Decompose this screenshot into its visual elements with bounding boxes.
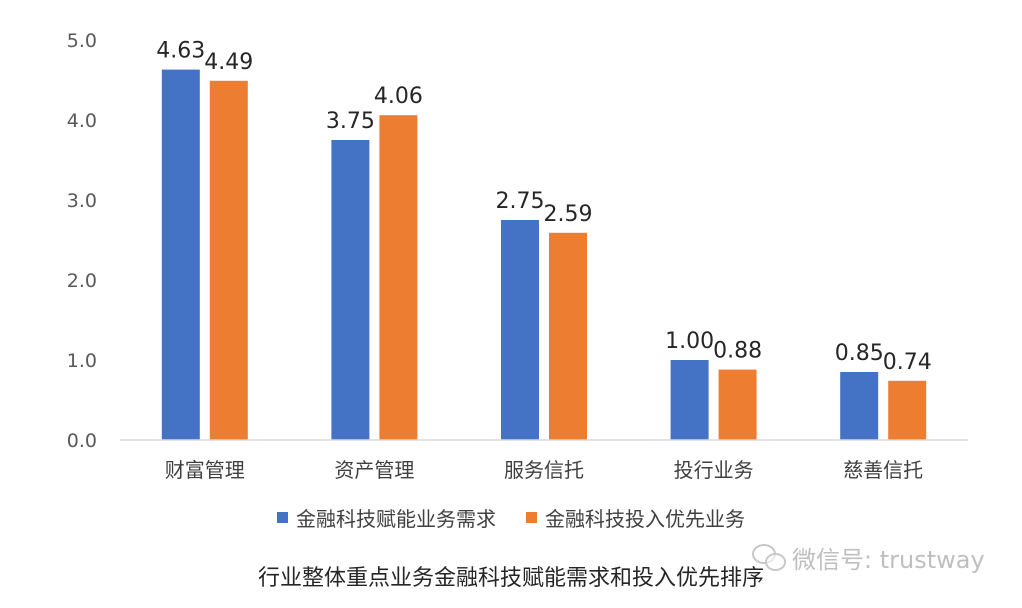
data-label: 4.49 — [204, 50, 253, 75]
legend-swatch-priority — [526, 512, 537, 523]
bar — [209, 80, 248, 441]
data-label: 4.06 — [374, 84, 423, 109]
legend-label-demand: 金融科技赋能业务需求 — [296, 507, 496, 531]
x-axis: 财富管理 资产管理 服务信托 投行业务 慈善信托 — [120, 439, 968, 482]
data-label: 3.75 — [326, 109, 375, 134]
legend-label-priority: 金融科技投入优先业务 — [545, 507, 745, 531]
data-label: 0.88 — [713, 339, 762, 364]
x-tick-label: 财富管理 — [165, 458, 245, 482]
bar — [718, 369, 757, 440]
y-tick-label: 2.0 — [67, 270, 97, 292]
bar — [331, 140, 370, 440]
x-tick-label: 慈善信托 — [843, 458, 923, 482]
watermark-text: 微信号: trustway — [792, 546, 985, 574]
x-tick-label: 资产管理 — [334, 458, 414, 482]
wechat-icon — [752, 543, 786, 572]
legend-item-priority: 金融科技投入优先业务 — [526, 503, 745, 532]
data-label: 0.74 — [883, 350, 932, 375]
bar — [888, 380, 927, 440]
bars — [161, 69, 927, 441]
y-tick-label: 5.0 — [67, 30, 97, 52]
data-labels: 4.63 4.49 3.754.06 2.752.59 1.00 0.88 0.85 0.74 — [156, 39, 931, 375]
bar — [670, 360, 709, 440]
y-axis: 0.0 1.0 2.0 3.0 4.0 5.0 — [67, 30, 97, 452]
bar — [161, 69, 200, 440]
bar-chart: 0.0 1.0 2.0 3.0 4.0 5.0 4.63 4.49 3.754.06 2.752… — [67, 30, 968, 482]
x-tick-label: 投行业务 — [674, 458, 754, 482]
bar — [840, 372, 879, 440]
x-tick-label: 服务信托 — [504, 458, 584, 482]
data-label: 0.85 — [835, 341, 884, 366]
y-tick-label: 1.0 — [67, 350, 97, 372]
data-label: 2.59 — [544, 202, 593, 227]
bar — [379, 115, 418, 440]
legend-item-demand: 金融科技赋能业务需求 — [277, 503, 496, 532]
chart-caption: 行业整体重点业务金融科技赋能需求和投入优先排序 — [257, 566, 764, 591]
bar — [501, 220, 539, 440]
data-label: 4.63 — [156, 39, 205, 64]
watermark: 微信号: trustway — [752, 540, 985, 575]
legend: 金融科技赋能业务需求 金融科技投入优先业务 — [0, 503, 1022, 532]
bar — [549, 232, 587, 440]
y-tick-label: 0.0 — [67, 430, 97, 452]
data-label: 2.75 — [496, 189, 545, 214]
data-label: 1.00 — [665, 329, 714, 354]
y-tick-label: 3.0 — [67, 190, 97, 212]
y-tick-label: 4.0 — [67, 110, 97, 132]
legend-swatch-demand — [277, 512, 288, 523]
